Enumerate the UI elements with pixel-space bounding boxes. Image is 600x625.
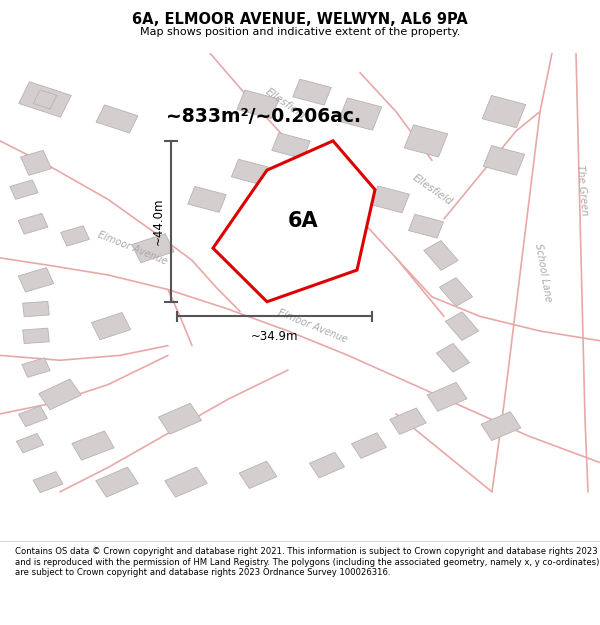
Polygon shape	[481, 412, 521, 441]
Polygon shape	[352, 432, 386, 458]
Text: Ellesfield: Ellesfield	[263, 87, 307, 122]
Polygon shape	[239, 461, 277, 489]
Text: School Lane: School Lane	[533, 242, 553, 302]
Polygon shape	[338, 98, 382, 130]
Polygon shape	[436, 344, 470, 372]
Polygon shape	[158, 403, 202, 434]
Polygon shape	[293, 79, 331, 105]
Polygon shape	[310, 452, 344, 478]
Text: 6A: 6A	[287, 211, 319, 231]
Polygon shape	[22, 358, 50, 377]
Polygon shape	[132, 234, 174, 262]
Text: Ellesfield: Ellesfield	[410, 173, 454, 207]
Polygon shape	[445, 312, 479, 341]
Polygon shape	[19, 268, 53, 292]
Polygon shape	[19, 82, 71, 117]
Polygon shape	[237, 90, 279, 119]
Polygon shape	[18, 213, 48, 234]
Text: 6A, ELMOOR AVENUE, WELWYN, AL6 9PA: 6A, ELMOOR AVENUE, WELWYN, AL6 9PA	[132, 12, 468, 27]
Text: ~833m²/~0.206ac.: ~833m²/~0.206ac.	[167, 107, 361, 126]
Polygon shape	[427, 382, 467, 411]
Text: The Green: The Green	[575, 164, 589, 216]
Text: Contains OS data © Crown copyright and database right 2021. This information is : Contains OS data © Crown copyright and d…	[15, 548, 599, 577]
Polygon shape	[165, 467, 207, 497]
Polygon shape	[272, 132, 310, 159]
Polygon shape	[23, 328, 49, 344]
Polygon shape	[482, 96, 526, 128]
Polygon shape	[424, 241, 458, 271]
Text: ~44.0m: ~44.0m	[151, 198, 164, 245]
Polygon shape	[324, 177, 360, 202]
Polygon shape	[409, 214, 443, 238]
Polygon shape	[371, 186, 409, 213]
Polygon shape	[16, 434, 44, 452]
Polygon shape	[39, 379, 81, 410]
Text: Elmoor Avenue: Elmoor Avenue	[96, 229, 168, 267]
Polygon shape	[33, 472, 63, 492]
Polygon shape	[213, 141, 375, 302]
Text: Map shows position and indicative extent of the property.: Map shows position and indicative extent…	[140, 27, 460, 38]
Polygon shape	[20, 151, 52, 175]
Polygon shape	[96, 467, 138, 497]
Polygon shape	[439, 278, 473, 306]
Polygon shape	[232, 159, 272, 186]
Polygon shape	[404, 125, 448, 157]
Polygon shape	[390, 408, 426, 434]
Polygon shape	[19, 406, 47, 427]
Polygon shape	[96, 105, 138, 133]
Text: ~34.9m: ~34.9m	[251, 330, 298, 343]
Text: Elmoor Avenue: Elmoor Avenue	[276, 308, 348, 344]
Polygon shape	[23, 301, 49, 317]
Polygon shape	[188, 186, 226, 213]
Polygon shape	[91, 312, 131, 340]
Polygon shape	[33, 90, 57, 109]
Polygon shape	[61, 226, 89, 246]
Polygon shape	[72, 431, 114, 460]
Polygon shape	[483, 146, 525, 175]
Polygon shape	[10, 180, 38, 199]
